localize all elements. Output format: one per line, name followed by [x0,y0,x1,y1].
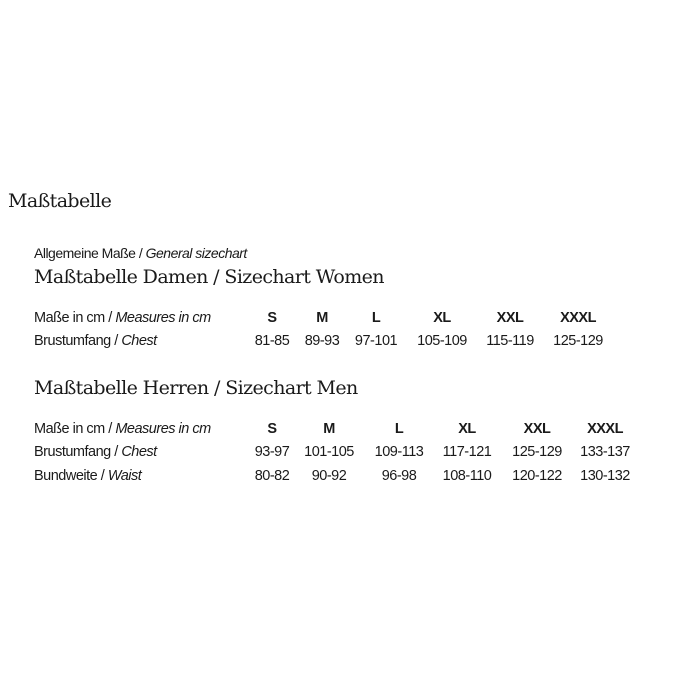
header-label-de: Maße in cm [34,421,105,437]
size-header-m: M [323,421,335,437]
cell-chest-l: 97-101 [354,333,398,349]
cell-chest-s: 93-97 [254,444,290,460]
size-header-xl: XL [458,421,476,437]
row-label-waist: Bundweite / Waist [34,468,142,484]
row-label-chest: Brustumfang / Chest [34,333,157,349]
size-header-xl: XL [433,310,451,326]
subtitle-de: Allgemeine Maße [34,245,136,261]
subtitle: Allgemeine Maße / General sizechart [34,245,247,261]
row-label-de: Brustumfang [34,444,111,460]
cell-waist-l: 96-98 [381,468,417,484]
size-header-xxl: XXL [523,421,551,437]
size-header-xxl: XXL [496,310,524,326]
row-label-en: Chest [121,444,157,460]
cell-chest-xxxl: 125-129 [553,333,603,349]
cell-chest-xxl: 115-119 [486,333,534,349]
size-header-l: L [394,421,404,437]
subtitle-en: General sizechart [145,245,248,261]
cell-waist-xxl: 120-122 [512,468,562,484]
cell-waist-s: 80-82 [254,468,290,484]
row-label-chest: Brustumfang / Chest [34,444,157,460]
women-size-table: Maße in cm / Measures in cm S M L XL XXL XXXL B… [0,310,680,355]
size-header-s: S [267,310,277,326]
cell-chest-xxxl: 133-137 [580,444,630,460]
cell-waist-m: 90-92 [311,468,347,484]
size-header-xxxl: XXXL [560,310,596,326]
header-label-de: Maße in cm [34,310,105,326]
men-heading: Maßtabelle Herren / Sizechart Men [34,377,358,399]
page-title: Maßtabelle [8,190,112,212]
men-size-table: Maße in cm / Measures in cm S M L XL XXL XXXL B… [0,421,680,491]
cell-chest-m: 89-93 [304,333,340,349]
header-label: Maße in cm / Measures in cm [34,421,211,437]
row-label-en: Chest [121,333,157,349]
header-label-en: Measures in cm [115,310,211,326]
cell-chest-xl: 117-121 [442,444,492,460]
cell-chest-m: 101-105 [304,444,354,460]
cell-chest-l: 109-113 [374,444,424,460]
size-header-m: M [316,310,328,326]
row-label-de: Bundweite [34,468,98,484]
cell-chest-s: 81-85 [254,333,290,349]
row-label-en: Waist [107,468,142,484]
size-header-xxxl: XXXL [587,421,623,437]
cell-waist-xxxl: 130-132 [580,468,630,484]
cell-chest-xl: 105-109 [417,333,467,349]
subtitle-separator: / [135,245,146,261]
women-heading: Maßtabelle Damen / Sizechart Women [34,266,385,288]
header-label: Maße in cm / Measures in cm [34,310,211,326]
row-label-de: Brustumfang [34,333,111,349]
cell-chest-xxl: 125-129 [512,444,562,460]
size-header-s: S [267,421,277,437]
header-label-en: Measures in cm [115,421,211,437]
cell-waist-xl: 108-110 [442,468,492,484]
size-header-l: L [371,310,381,326]
